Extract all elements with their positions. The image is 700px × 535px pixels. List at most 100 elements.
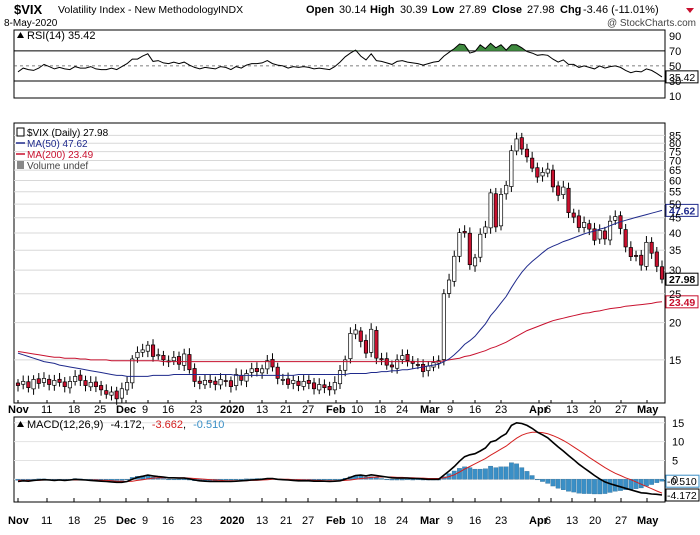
macd-histogram-bar: [223, 479, 229, 481]
macd-panel: -0.510 -4.172: [14, 421, 700, 502]
chart-header: $VIX Volatility Index - New Methodology …: [4, 2, 696, 29]
x-axis-upper-label: 23: [495, 404, 507, 416]
macd-histogram-bar: [462, 466, 467, 480]
x-axis-upper-label: 9: [142, 404, 148, 416]
candle-body: [571, 212, 576, 218]
ma50-line: [17, 209, 663, 377]
price-legend-entry: MA(50) 47.62: [27, 139, 88, 150]
candle-body: [519, 137, 524, 150]
candle-body: [47, 378, 52, 385]
x-axis-upper: Nov 11 18 25 Dec 9 16 23 2020 13 21 27 Feb 10 18 24 Mar 9…: [8, 400, 659, 416]
candle-body: [135, 351, 140, 359]
candle-body: [628, 247, 633, 258]
price-tick-label: 40: [669, 228, 681, 240]
candle-body: [462, 230, 467, 234]
macd-legend-value: -4.172: [110, 419, 141, 431]
candle-body: [561, 186, 566, 195]
candle-body: [31, 379, 36, 390]
x-axis-upper-label: 25: [94, 404, 106, 416]
price-legend-entry: MA(200) 23.49: [27, 150, 94, 161]
x-axis-upper-label: 24: [396, 404, 408, 416]
macd-histogram-bar: [514, 463, 519, 480]
x-axis-upper-label: Apr: [529, 404, 549, 416]
candle-body: [109, 391, 114, 396]
macd-histogram-bar: [592, 479, 597, 495]
x-axis-lower-label: 13: [256, 515, 268, 527]
candle-body: [296, 380, 301, 386]
candle-body: [514, 138, 519, 152]
macd-hist-legend-value: -0.510: [193, 419, 224, 431]
candle-body: [566, 187, 571, 213]
macd-badge-text: -0.510: [667, 476, 697, 488]
macd-histogram-bar: [519, 467, 525, 480]
x-axis-lower-label: 23: [190, 515, 202, 527]
macd-legend-line: MACD(12,26,9) -4.172, -3.662, -0.510: [27, 419, 224, 431]
candle-body: [421, 364, 426, 372]
candle-body: [228, 380, 233, 387]
macd-histogram-bar: [571, 479, 577, 493]
candle-body: [150, 344, 156, 357]
price-badge: [665, 295, 699, 309]
macd-tick-label: 10: [672, 437, 684, 449]
macd-histogram-bar: [472, 468, 478, 480]
high-value: 30.39: [400, 4, 428, 16]
x-axis-upper-label: 18: [374, 404, 386, 416]
macd-histogram-bar: [659, 479, 665, 482]
macd-histogram-bar: [654, 479, 660, 483]
candle-body: [62, 381, 67, 387]
x-axis-upper-label: 21: [280, 404, 292, 416]
candle-body: [452, 255, 457, 282]
candle-body: [15, 382, 21, 386]
price-tick-label: 70: [669, 156, 681, 168]
x-axis-lower-label: Apr: [529, 515, 549, 527]
candle-body: [265, 360, 270, 370]
chart-date: 8-May-2020: [4, 18, 58, 29]
x-axis-upper-label: 13: [566, 404, 578, 416]
macd-histogram-bar: [238, 479, 244, 481]
close-value: 27.98: [527, 4, 555, 16]
x-axis-lower-label: 2020: [220, 515, 244, 527]
candle-body: [353, 329, 358, 335]
candle-body: [83, 380, 88, 386]
watermark: @ StockCharts.com: [607, 18, 696, 29]
rsi-panel: 35.42: [14, 42, 699, 84]
candle-body: [415, 364, 420, 366]
macd-histogram-bar: [618, 479, 623, 491]
price-tick-label: 45: [669, 213, 681, 225]
macd-histogram-bar: [244, 478, 249, 480]
price-tick-label: 60: [669, 175, 681, 187]
candle-body: [332, 382, 337, 391]
macd-histogram-bar: [176, 479, 182, 481]
macd-legend-sep: ,: [183, 419, 186, 431]
candle-body: [327, 386, 332, 391]
x-axis-lower-label: Feb: [326, 515, 346, 527]
candle-body: [311, 382, 317, 390]
candle-body: [587, 223, 592, 230]
macd-histogram-bar: [322, 479, 327, 481]
candle-body: [260, 368, 265, 374]
candle-body: [639, 254, 644, 266]
macd-histogram-bar: [166, 479, 171, 481]
candle-body: [67, 381, 72, 389]
candle-body: [524, 148, 530, 158]
legend-triangle-icon: [17, 32, 24, 38]
candle-body: [467, 232, 472, 266]
ma200-line: [17, 301, 663, 363]
rsi-panel-frame: [13, 29, 666, 99]
x-axis-lower-label: 9: [142, 515, 148, 527]
candle-body: [104, 390, 109, 395]
rsi-tick-label: 70: [669, 46, 681, 58]
macd-histogram-bar: [581, 479, 587, 494]
candle-body: [21, 381, 26, 385]
price-panel: 47.62 27.98 23.49: [14, 132, 699, 405]
macd-histogram-bar: [161, 478, 166, 480]
macd-histogram-bar: [493, 467, 499, 480]
x-axis-lower-label: 18: [68, 515, 80, 527]
candle-body: [234, 374, 239, 386]
macd-tick-label: 5: [672, 455, 678, 467]
candle-body: [649, 241, 654, 254]
macd-histogram-bar: [503, 466, 509, 480]
macd-histogram-bar: [114, 479, 120, 481]
macd-legend-name: MACD(12,26,9): [27, 419, 103, 431]
price-tick-label: 85: [669, 130, 681, 142]
